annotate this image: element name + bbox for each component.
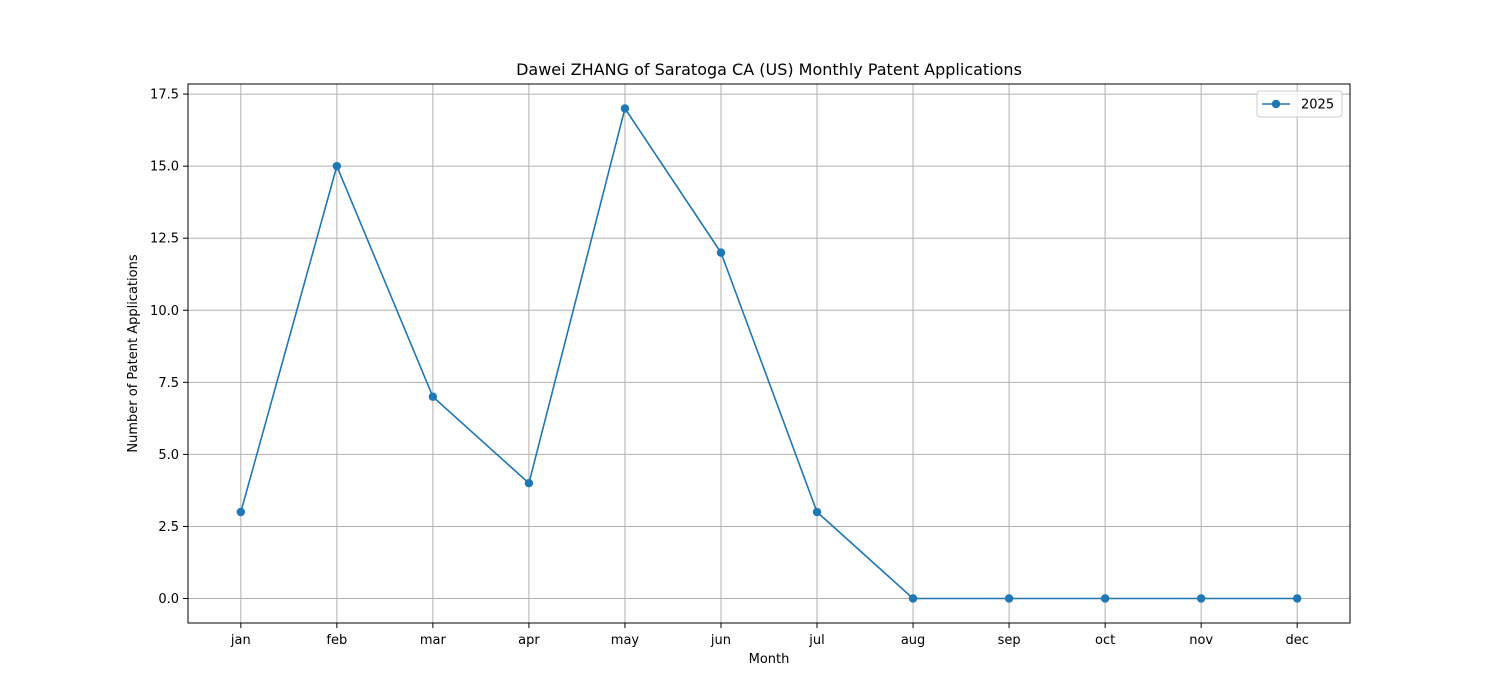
- plot-frame: [188, 84, 1350, 623]
- data-point: [909, 594, 917, 602]
- y-axis-ticks: 0.0 2.5 5.0 7.5 10.0 12.5 15.0 17.5: [150, 88, 188, 607]
- x-axis-ticks: jan feb mar apr may jun jul aug sep oct nov dec: [230, 623, 1309, 648]
- legend-marker: [1272, 100, 1280, 108]
- y-tick-label: 15.0: [150, 160, 179, 175]
- data-point: [1101, 594, 1109, 602]
- x-tick-label: jan: [230, 633, 251, 648]
- y-tick-label: 12.5: [150, 232, 179, 247]
- x-tick-label: mar: [420, 633, 447, 648]
- x-tick-label: jun: [710, 633, 731, 648]
- x-tick-label: sep: [998, 633, 1021, 648]
- y-tick-label: 17.5: [150, 88, 179, 103]
- y-axis-label: Number of Patent Applications: [126, 254, 141, 452]
- data-point: [429, 393, 437, 401]
- y-tick-label: 7.5: [158, 376, 179, 391]
- y-tick-label: 5.0: [158, 448, 179, 463]
- legend: 2025: [1257, 91, 1342, 117]
- data-point: [237, 508, 245, 516]
- x-tick-label: may: [611, 633, 640, 648]
- data-point: [1197, 594, 1205, 602]
- x-axis-label: Month: [749, 652, 790, 667]
- x-tick-label: apr: [518, 633, 540, 648]
- data-point: [333, 162, 341, 170]
- x-tick-label: aug: [901, 633, 925, 648]
- grid: [188, 84, 1350, 623]
- y-tick-label: 10.0: [150, 304, 179, 319]
- legend-label: 2025: [1301, 98, 1334, 113]
- chart: jan feb mar apr may jun jul aug sep oct nov dec 0.0…: [0, 0, 1500, 700]
- y-tick-label: 2.5: [158, 520, 179, 535]
- data-point: [525, 479, 533, 487]
- series-line: [241, 109, 1297, 599]
- chart-title: Dawei ZHANG of Saratoga CA (US) Monthly …: [516, 60, 1022, 79]
- x-tick-label: feb: [326, 633, 347, 648]
- data-point: [621, 104, 629, 112]
- x-tick-label: nov: [1189, 633, 1213, 648]
- data-point: [1005, 594, 1013, 602]
- series-layer: [237, 104, 1302, 602]
- x-tick-label: dec: [1285, 633, 1308, 648]
- x-tick-label: jul: [808, 633, 824, 648]
- data-point: [1293, 594, 1301, 602]
- data-point: [717, 248, 725, 256]
- y-tick-label: 0.0: [158, 592, 179, 607]
- x-tick-label: oct: [1095, 633, 1115, 648]
- data-point: [813, 508, 821, 516]
